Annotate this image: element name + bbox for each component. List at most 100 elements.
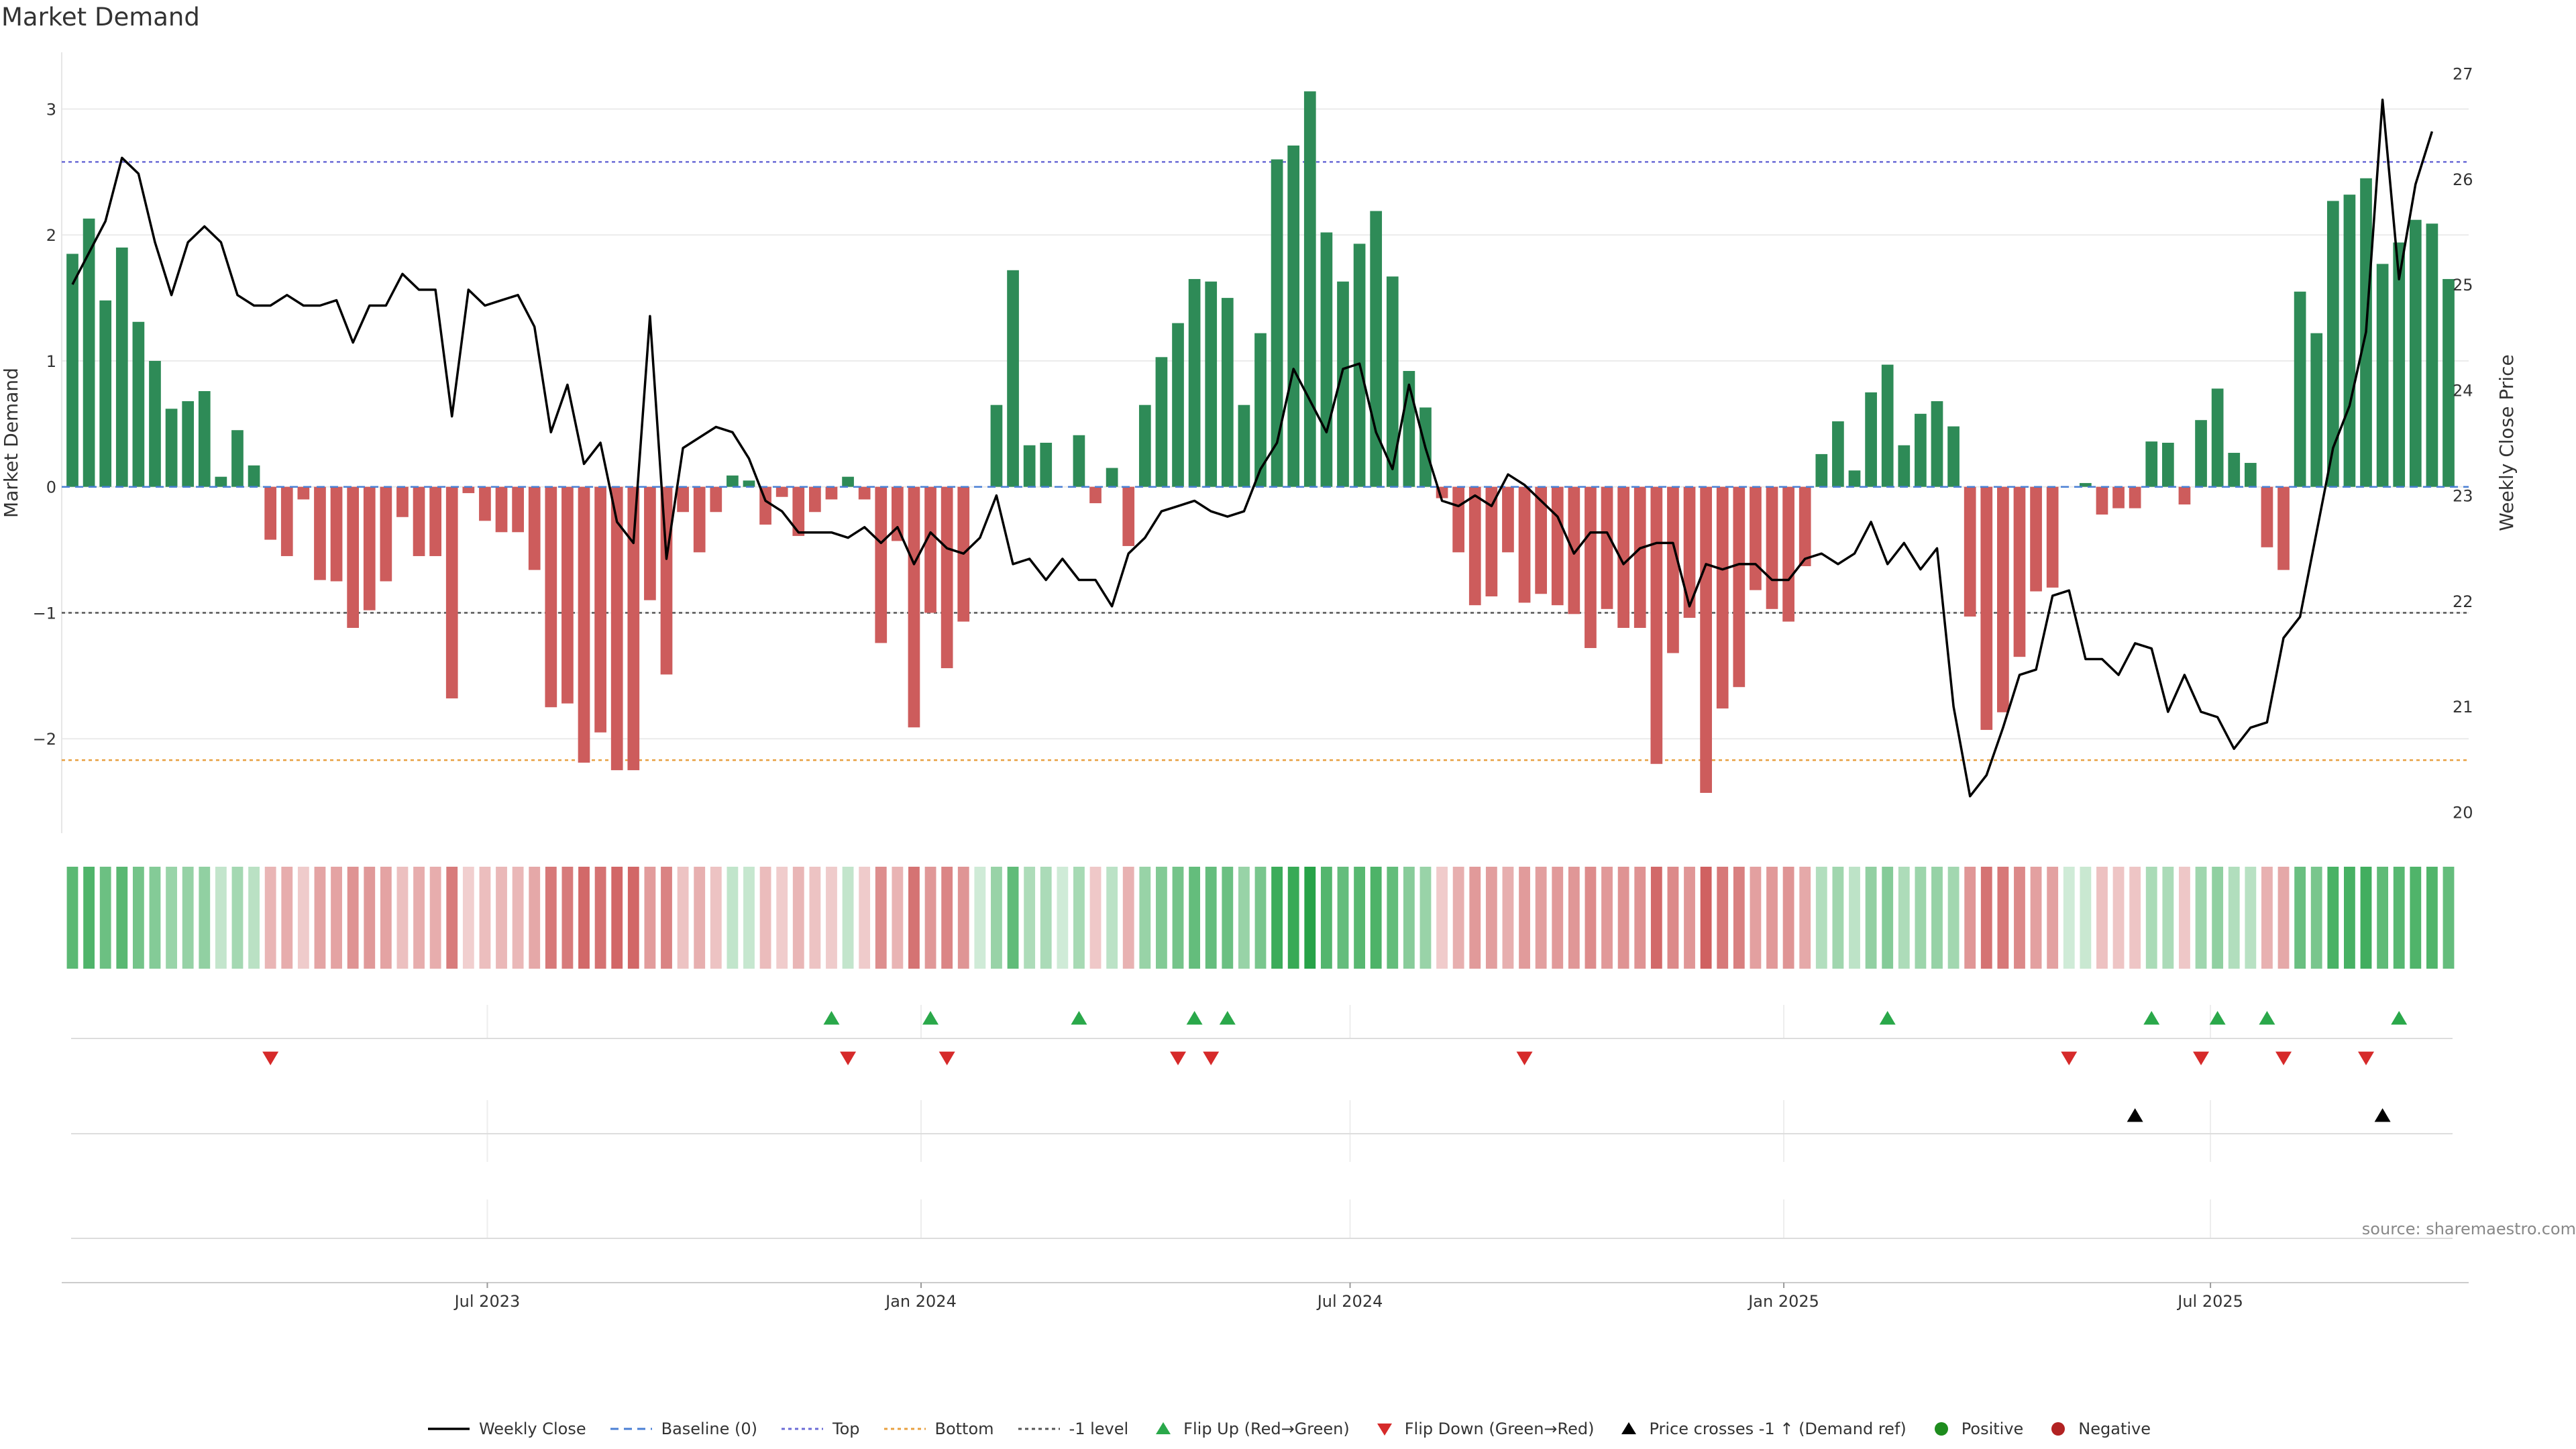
y-tick-label: −2: [33, 730, 56, 749]
demand-bar: [2426, 223, 2438, 487]
heat-cell: [446, 867, 458, 969]
flip-up-marker: [2143, 1011, 2160, 1025]
demand-bar: [248, 465, 260, 487]
demand-bar: [792, 486, 805, 536]
demand-bar: [561, 486, 574, 704]
heat-cell: [1601, 867, 1613, 969]
heat-cell: [1485, 867, 1497, 969]
demand-bar: [578, 486, 590, 763]
legend-item-flip-down: Flip Down (Green→Red): [1371, 1419, 1594, 1439]
demand-bar: [1138, 405, 1151, 487]
demand-bar: [99, 300, 112, 487]
heat-cell: [1139, 867, 1151, 969]
heat-cell: [413, 867, 425, 969]
heat-cell: [1585, 867, 1597, 969]
demand-bar: [280, 486, 293, 556]
demand-bar: [1155, 357, 1168, 487]
heat-cell: [2162, 867, 2174, 969]
demand-bar: [1601, 486, 1613, 609]
demand-bar: [495, 486, 508, 533]
price-cross-marker: [2374, 1108, 2391, 1122]
flip-down-marker: [2358, 1051, 2375, 1065]
heat-cell: [1849, 867, 1860, 969]
demand-bar: [2409, 219, 2422, 487]
y-tick-label: 2: [46, 226, 56, 245]
heat-cell: [1617, 867, 1629, 969]
y-tick-label: −1: [33, 604, 56, 623]
heat-cell: [1354, 867, 1365, 969]
legend-label: Weekly Close: [478, 1419, 586, 1438]
y2-tick-label: 22: [2453, 592, 2473, 611]
heat-cell: [1419, 867, 1432, 969]
demand-bar: [594, 486, 606, 733]
legend-key: [1621, 1422, 1637, 1434]
demand-bar: [2178, 486, 2191, 504]
demand-bar: [314, 486, 326, 580]
heat-cell: [2360, 867, 2372, 969]
legend-label: Top: [833, 1419, 860, 1438]
heat-cell: [1782, 867, 1794, 969]
chart-legend: Weekly Close Baseline (0) Top Bottom -1 leve…: [0, 1419, 2576, 1439]
demand-bar: [2112, 486, 2125, 508]
heat-cell: [941, 867, 953, 969]
demand-bar: [380, 486, 392, 582]
flip-down-marker: [1516, 1051, 1533, 1065]
demand-bar: [1980, 486, 1993, 731]
heat-cell: [892, 867, 904, 969]
heat-cell: [644, 867, 656, 969]
price-cross-marker: [2127, 1108, 2143, 1122]
legend-key: [2051, 1422, 2065, 1436]
heat-cell: [1024, 867, 1036, 969]
demand-bar: [1716, 486, 1729, 709]
heat-cell: [2096, 867, 2108, 969]
heat-cell: [1320, 867, 1332, 969]
heat-cell: [809, 867, 821, 969]
demand-bar: [2310, 333, 2323, 487]
demand-bar: [2195, 420, 2207, 487]
legend-item-flip-up: Flip Up (Red→Green): [1150, 1419, 1350, 1439]
demand-bar: [396, 486, 409, 517]
demand-bar: [2030, 486, 2042, 592]
legend-item-bottom: Bottom: [881, 1419, 994, 1439]
demand-bar: [1766, 486, 1778, 609]
demand-bar: [858, 486, 871, 500]
demand-bar: [1848, 470, 1861, 487]
flip-down-marker: [2061, 1051, 2078, 1065]
heat-cell: [2377, 867, 2389, 969]
heat-cell: [199, 867, 211, 969]
demand-bar: [2261, 486, 2273, 547]
heat-cell: [2277, 867, 2290, 969]
flip-down-marker: [262, 1051, 279, 1065]
heat-cell: [1980, 867, 1992, 969]
demand-bar: [1337, 281, 1349, 487]
heat-cell: [1964, 867, 1976, 969]
heat-cell: [2426, 867, 2438, 969]
flip-down-marker: [1203, 1051, 1220, 1065]
heat-cell: [83, 867, 95, 969]
heat-cell: [1057, 867, 1069, 969]
demand-bar: [2145, 441, 2158, 487]
heat-cell: [694, 867, 706, 969]
heat-cell: [380, 867, 392, 969]
heat-cell: [2030, 867, 2042, 969]
heat-cell: [231, 867, 244, 969]
demand-bar: [363, 486, 376, 610]
heat-cell: [1882, 867, 1894, 969]
heat-cell: [2145, 867, 2157, 969]
demand-bar: [2376, 264, 2389, 487]
heat-cell: [792, 867, 804, 969]
demand-bar: [2211, 388, 2224, 487]
heat-cell: [2393, 867, 2405, 969]
heat-cell: [1205, 867, 1217, 969]
heat-cell: [529, 867, 541, 969]
heat-cell: [1733, 867, 1745, 969]
heat-cell: [166, 867, 177, 969]
heat-cell: [1222, 867, 1234, 969]
demand-bar: [2277, 486, 2290, 570]
demand-bar: [1964, 486, 1976, 617]
x-tick-label: Jan 2025: [1747, 1292, 1819, 1311]
heat-cell: [2063, 867, 2075, 969]
heat-cell: [314, 867, 326, 969]
demand-bar: [545, 486, 557, 708]
heat-cell: [331, 867, 342, 969]
